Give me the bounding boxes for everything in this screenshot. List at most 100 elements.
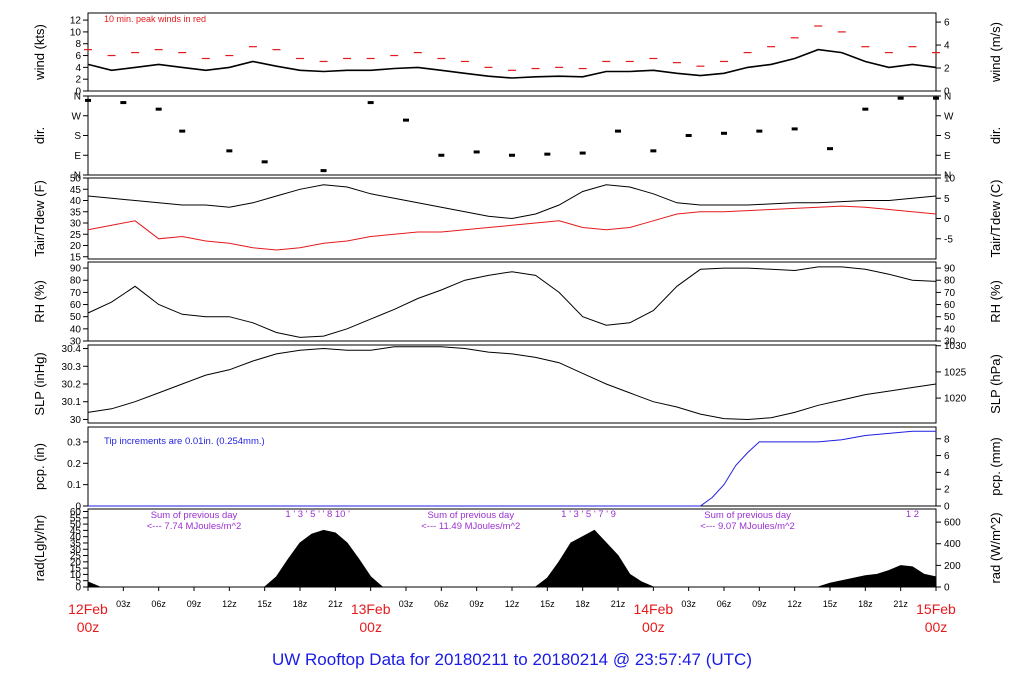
x-tick-label: 21z: [893, 599, 908, 609]
left-tick-label: 25: [70, 551, 82, 562]
radiation-sum-label: Sum of previous day: [704, 510, 791, 521]
left-tick-label: 50: [70, 312, 82, 323]
x-tick-label: 18z: [575, 599, 590, 609]
right-tick-label: 4: [944, 468, 950, 479]
right-tick-label: 1020: [944, 394, 967, 405]
x-tick-label: 03z: [681, 599, 696, 609]
y-axis-label-left: rad(Lgly/hr): [32, 515, 47, 581]
date-label-time: 00z: [77, 619, 100, 635]
x-tick-label: 12z: [505, 599, 520, 609]
left-tick-label: 10: [70, 27, 82, 38]
radiation-sum-value: <--- 9.07 MJoules/m^2: [700, 521, 794, 532]
date-label-time: 00z: [642, 619, 665, 635]
panel-solar-radiation: 0510152025303540455055600200400600rad(Lg…: [32, 507, 1003, 593]
panel-annotation: 10 min. peak winds in red: [104, 14, 206, 24]
data-point: [320, 169, 327, 173]
left-tick-label: 12: [70, 16, 82, 27]
right-tick-label: 1025: [944, 367, 967, 378]
left-tick-label: 45: [70, 526, 82, 537]
right-tick-label: 50: [944, 312, 956, 323]
left-tick-label: 30: [70, 415, 82, 426]
radiation-sum-label: Sum of previous day: [151, 510, 238, 521]
date-label: 15Feb: [916, 601, 956, 617]
series-line: [88, 430, 936, 507]
left-tick-label: 0: [75, 583, 81, 594]
right-tick-label: 2: [944, 64, 950, 75]
right-tick-label: 60: [944, 300, 956, 311]
left-tick-label: 5: [75, 576, 81, 587]
y-axis-label-left: wind (kts): [32, 24, 47, 81]
left-tick-label: 0.3: [67, 437, 81, 448]
data-point: [179, 129, 186, 133]
left-tick-label: 60: [70, 507, 82, 518]
radiation-sum-value: <--- 7.74 MJoules/m^2: [147, 521, 241, 532]
series-line: [87, 346, 937, 421]
left-tick-label: 30.4: [62, 344, 82, 355]
left-tick-label: 80: [70, 276, 82, 287]
data-point: [721, 131, 727, 135]
right-tick-label: 0: [944, 214, 950, 225]
panel-frame: [87, 95, 937, 176]
x-tick-label: 12z: [787, 599, 802, 609]
date-label: 13Feb: [351, 601, 391, 617]
date-label: 14Feb: [633, 601, 673, 617]
data-point: [438, 153, 445, 157]
right-tick-label: 30: [944, 337, 956, 348]
data-point: [367, 101, 374, 105]
data-point: [791, 127, 798, 131]
series-area: [87, 529, 937, 588]
right-tick-label: 90: [944, 264, 956, 275]
radiation-hour-markers: 1 ' 3 ' 5 ' 7 ' 9: [561, 509, 616, 520]
left-tick-label: 0: [75, 87, 81, 98]
data-point: [650, 149, 657, 153]
left-tick-label: 25: [70, 230, 82, 241]
data-point: [509, 153, 515, 157]
data-point: [226, 149, 233, 153]
left-tick-label: 2: [75, 75, 81, 86]
x-tick-label: 12z: [222, 599, 237, 609]
left-tick-label: S: [74, 131, 81, 142]
left-tick-label: 70: [70, 288, 82, 299]
left-tick-label: 4: [75, 63, 81, 74]
data-point: [85, 98, 91, 102]
y-axis-label-right: dir.: [988, 127, 1003, 144]
left-tick-label: 0.1: [67, 480, 81, 491]
y-axis-label-right: RH (%): [988, 280, 1003, 323]
right-tick-label: 5: [944, 194, 950, 205]
data-point: [897, 96, 904, 100]
left-tick-label: 30.2: [62, 380, 82, 391]
data-point: [473, 150, 480, 154]
left-tick-label: 40: [70, 532, 82, 543]
left-tick-label: 8: [75, 39, 81, 50]
y-axis-label-left: SLP (inHg): [32, 352, 47, 415]
left-tick-label: N: [74, 92, 81, 103]
panel-frame: [87, 344, 937, 424]
right-tick-label: 400: [944, 539, 961, 550]
right-tick-label: 40: [944, 324, 956, 335]
chart-caption: UW Rooftop Data for 20180211 to 20180214…: [271, 650, 752, 669]
left-tick-label: 30: [70, 545, 82, 556]
series-line: [87, 205, 937, 251]
data-point: [827, 147, 833, 151]
series-line: [87, 266, 937, 338]
date-label-time: 00z: [359, 619, 382, 635]
x-tick-label: 15z: [540, 599, 555, 609]
panel-frame: [87, 261, 937, 342]
left-tick-label: 90: [70, 264, 82, 275]
y-axis-label-right: wind (m/s): [988, 22, 1003, 83]
radiation-sum-label: Sum of previous day: [427, 510, 514, 521]
left-tick-label: 20: [70, 241, 82, 252]
left-tick-label: E: [74, 151, 81, 162]
x-tick-label: 18z: [858, 599, 873, 609]
left-tick-label: 55: [70, 513, 82, 524]
left-tick-label: N: [74, 171, 81, 182]
data-point: [579, 151, 586, 155]
right-tick-label: 1030: [944, 341, 967, 352]
x-tick-label: 03z: [399, 599, 414, 609]
right-tick-label: 0: [944, 87, 950, 98]
x-tick-label: 09z: [752, 599, 767, 609]
data-point: [120, 101, 127, 105]
